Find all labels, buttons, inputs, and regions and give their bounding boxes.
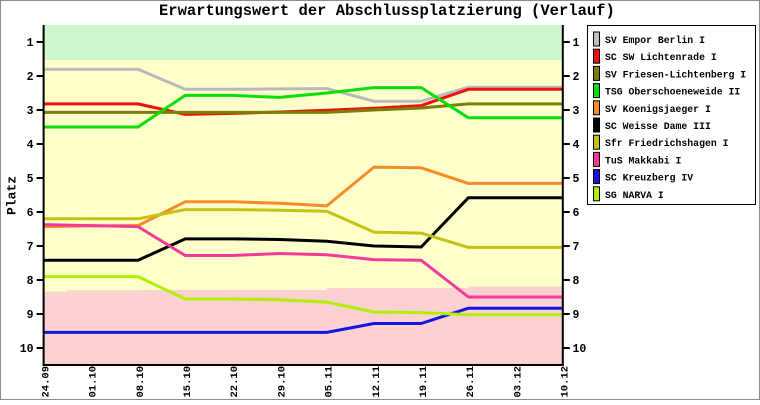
svg-text:2: 2 [573, 71, 580, 84]
svg-text:8: 8 [27, 275, 34, 288]
svg-text:7: 7 [573, 241, 580, 254]
svg-text:Sfr Friedrichshagen I: Sfr Friedrichshagen I [605, 138, 729, 149]
svg-text:03.12: 03.12 [512, 366, 524, 398]
svg-text:12.11: 12.11 [371, 366, 383, 398]
svg-text:5: 5 [27, 173, 34, 186]
svg-text:SV Empor Berlin I: SV Empor Berlin I [605, 35, 705, 46]
svg-text:6: 6 [27, 207, 34, 220]
svg-text:SG NARVA I: SG NARVA I [605, 190, 664, 201]
svg-text:08.10: 08.10 [135, 366, 147, 398]
svg-text:19.11: 19.11 [418, 366, 430, 398]
svg-text:10: 10 [20, 343, 34, 356]
svg-text:05.11: 05.11 [324, 366, 336, 398]
svg-text:SC Kreuzberg IV: SC Kreuzberg IV [605, 173, 693, 184]
svg-text:9: 9 [573, 309, 580, 322]
svg-text:22.10: 22.10 [229, 366, 241, 398]
svg-text:7: 7 [27, 241, 34, 254]
svg-text:01.10: 01.10 [88, 366, 100, 398]
svg-text:29.10: 29.10 [276, 366, 288, 398]
svg-text:26.11: 26.11 [465, 366, 477, 398]
svg-text:9: 9 [27, 309, 34, 322]
svg-text:Erwartungswert der Abschlusspl: Erwartungswert der Abschlussplatzierung … [159, 2, 615, 20]
svg-text:4: 4 [27, 139, 34, 152]
svg-text:24.09: 24.09 [40, 366, 52, 398]
svg-text:4: 4 [573, 139, 580, 152]
svg-text:15.10: 15.10 [182, 366, 194, 398]
svg-text:8: 8 [573, 275, 580, 288]
svg-text:10: 10 [573, 343, 587, 356]
svg-text:SC SW Lichtenrade I: SC SW Lichtenrade I [605, 52, 717, 63]
svg-text:SV Friesen-Lichtenberg I: SV Friesen-Lichtenberg I [605, 69, 746, 80]
svg-text:TuS Makkabi I: TuS Makkabi I [605, 155, 682, 166]
svg-text:1: 1 [573, 37, 580, 50]
svg-text:5: 5 [573, 173, 580, 186]
svg-text:SC Weisse Dame III: SC Weisse Dame III [605, 121, 711, 132]
svg-text:3: 3 [573, 105, 580, 118]
svg-text:10.12: 10.12 [560, 366, 572, 398]
svg-text:6: 6 [573, 207, 580, 220]
svg-text:Platz: Platz [5, 176, 20, 215]
svg-text:TSG Oberschoeneweide II: TSG Oberschoeneweide II [605, 87, 740, 98]
svg-text:2: 2 [27, 71, 34, 84]
svg-text:1: 1 [27, 37, 34, 50]
svg-text:SV Koenigsjaeger I: SV Koenigsjaeger I [605, 104, 711, 115]
svg-text:3: 3 [27, 105, 34, 118]
